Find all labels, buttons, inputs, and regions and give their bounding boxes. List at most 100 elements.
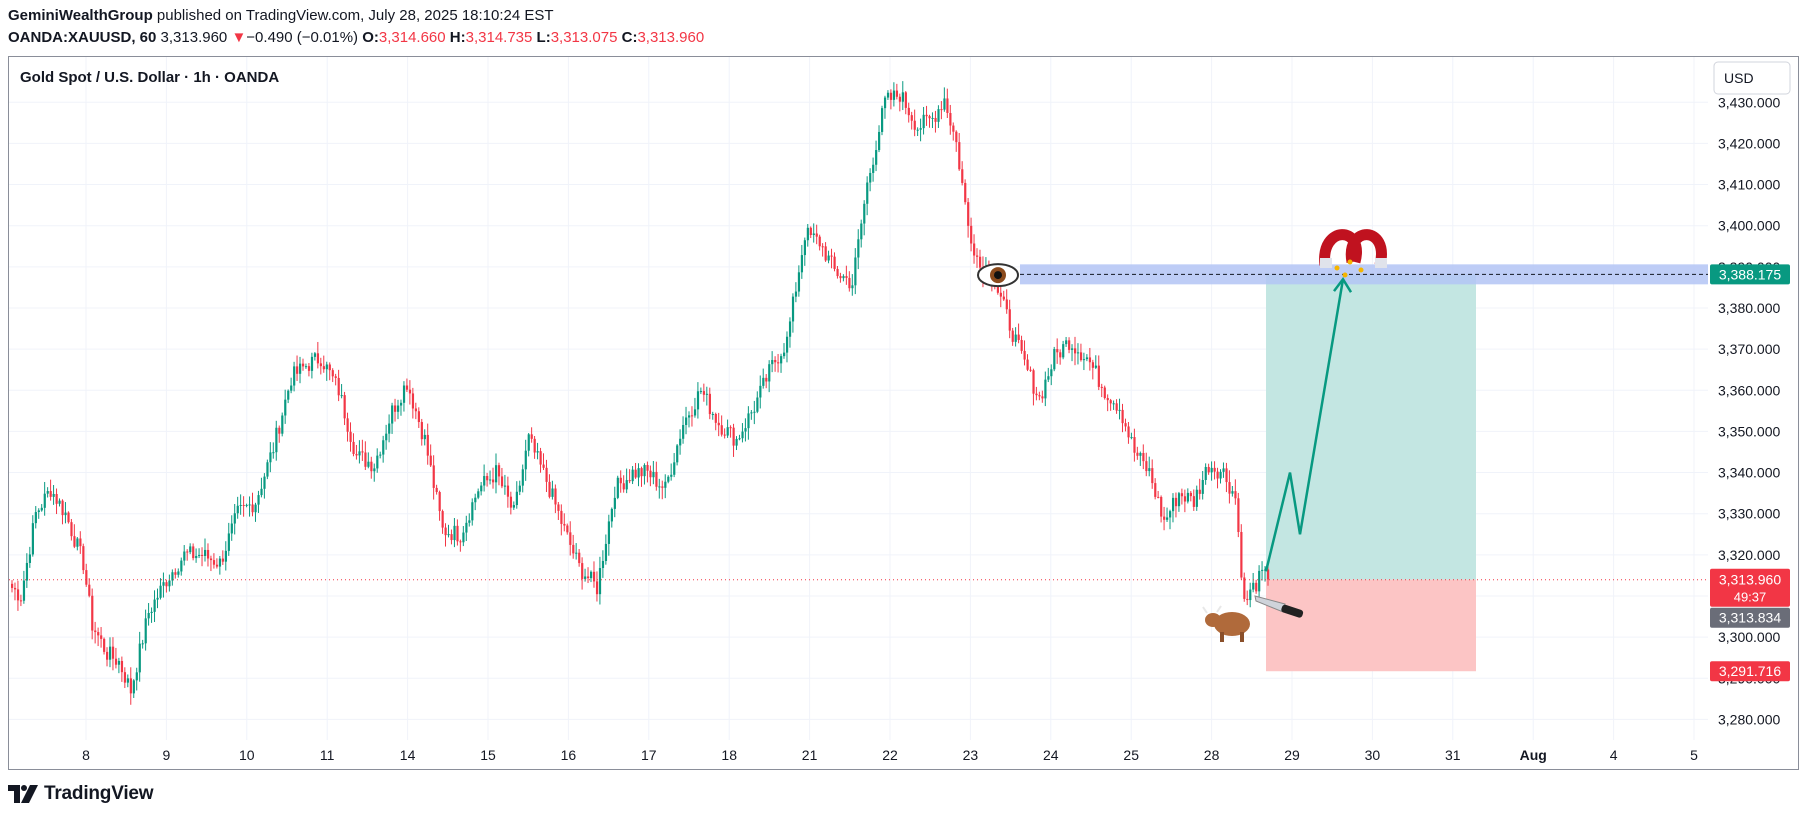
candle-body <box>806 227 809 241</box>
candle-body <box>420 422 423 440</box>
candle-body <box>28 554 32 563</box>
candle-body <box>394 405 397 412</box>
candle-body <box>316 353 320 364</box>
open-label: O: <box>362 29 379 46</box>
stop-price-label-text: 3,291.716 <box>1719 663 1781 679</box>
candle-body <box>866 182 869 204</box>
candle-body <box>73 536 76 547</box>
candle-body <box>753 411 756 413</box>
candle-body <box>497 465 501 477</box>
candle-body <box>910 115 913 121</box>
candle-body <box>898 96 902 102</box>
currency-button[interactable]: USD <box>1713 61 1791 95</box>
candle-body <box>138 643 141 673</box>
candle-body <box>1195 489 1198 507</box>
candle-body <box>747 413 750 429</box>
candle-body <box>604 543 608 561</box>
candle-body <box>135 672 138 681</box>
magnet-tip <box>1375 258 1387 268</box>
candle-body <box>774 359 777 363</box>
candle-body <box>37 510 40 513</box>
candle-body <box>892 90 896 100</box>
candle-body <box>1130 437 1133 439</box>
change-down-icon: ▼ <box>231 29 247 46</box>
price-tick-label: 3,300.000 <box>1718 629 1780 645</box>
candle-body <box>1035 393 1038 396</box>
chart-frame <box>8 56 1799 770</box>
candle-body <box>598 568 602 595</box>
price-tick-label: 3,410.000 <box>1718 177 1780 193</box>
candle-body <box>468 520 471 523</box>
candle-body <box>272 452 275 454</box>
candle-body <box>453 525 456 541</box>
candle-body <box>533 438 536 453</box>
candle-body <box>1210 467 1213 473</box>
candle-body <box>1091 362 1095 368</box>
candle-body <box>474 497 477 503</box>
author-name[interactable]: GeminiWealthGroup <box>8 7 153 24</box>
candle-body <box>872 164 875 173</box>
candle-body <box>1047 376 1050 380</box>
candle-body <box>1011 330 1014 342</box>
candle-body <box>551 488 554 497</box>
candle-body <box>970 225 973 244</box>
candle-body <box>634 469 637 478</box>
candle-body <box>492 479 495 483</box>
price-tick-label: 3,370.000 <box>1718 341 1780 357</box>
candle-body <box>714 413 717 423</box>
candle-body <box>955 131 958 143</box>
candle-body <box>661 486 664 488</box>
time-tick-label: 16 <box>561 747 577 763</box>
candle-body <box>278 427 281 434</box>
candle-body <box>379 454 382 456</box>
candle-body <box>438 492 441 512</box>
candle-body <box>1073 348 1077 354</box>
magnet-spark <box>1358 267 1364 273</box>
candle-body <box>325 364 328 370</box>
candle-body <box>361 451 364 453</box>
candle-body <box>1100 386 1103 388</box>
candle-body <box>587 576 590 579</box>
candle-body <box>480 485 483 492</box>
candle-body <box>1160 496 1163 517</box>
candle-body <box>542 464 545 468</box>
candle-body <box>863 203 866 224</box>
candle-body <box>1139 452 1142 456</box>
candle-body <box>572 544 575 554</box>
candle-body <box>827 255 830 261</box>
candle-body <box>103 638 106 652</box>
candle-body <box>1056 349 1059 353</box>
candle-body <box>1005 299 1008 310</box>
candle-body <box>465 522 468 533</box>
candle-body <box>1053 349 1056 370</box>
candle-body <box>1068 340 1071 350</box>
candle-body <box>961 169 964 183</box>
candle-body <box>471 502 474 521</box>
candle-body <box>717 422 720 426</box>
candle-body <box>388 423 391 434</box>
drawing-overlays <box>9 229 1708 642</box>
candle-body <box>334 376 337 378</box>
magnet-body <box>1319 229 1387 267</box>
time-tick-label: 11 <box>320 747 335 763</box>
candle-body <box>391 405 394 424</box>
candle-body <box>296 366 299 374</box>
candle-body <box>934 117 937 122</box>
bull-head <box>1205 613 1221 627</box>
time-tick-label: 4 <box>1610 747 1618 763</box>
price-tick-label: 3,280.000 <box>1718 711 1780 727</box>
profit-zone <box>1266 274 1476 580</box>
candle-body <box>1225 468 1228 483</box>
candle-body <box>976 255 979 257</box>
candle-body <box>1171 497 1175 512</box>
candle-body <box>34 512 37 524</box>
close-label: C: <box>621 29 638 46</box>
tradingview-logo-icon <box>8 785 38 803</box>
candle-body <box>224 550 227 562</box>
candle-body <box>251 504 254 513</box>
candle-body <box>833 256 836 269</box>
candle-body <box>340 395 343 397</box>
candle-body <box>299 363 302 374</box>
candle-body <box>791 296 795 322</box>
